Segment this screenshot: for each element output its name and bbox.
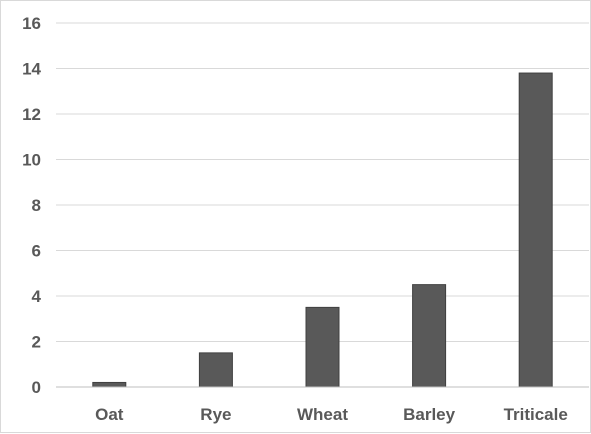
gridlines (56, 22, 589, 342)
bar-triticale (518, 72, 553, 388)
y-tick-label: 16 (22, 14, 41, 33)
x-axis-tick-labels: Oat Rye Wheat Barley Triticale (95, 405, 568, 424)
x-tick-label: Triticale (504, 405, 568, 424)
y-axis-tick-labels: 0 2 4 6 8 10 12 14 16 (22, 14, 41, 397)
y-tick-label: 14 (22, 60, 41, 79)
y-tick-label: 8 (32, 196, 41, 215)
y-tick-label: 2 (32, 333, 41, 352)
bar-oat (92, 381, 127, 388)
bars (92, 72, 553, 388)
x-tick-label: Oat (95, 405, 124, 424)
x-tick-label: Wheat (297, 405, 348, 424)
bar-rye (198, 352, 233, 388)
y-tick-label: 10 (22, 151, 41, 170)
x-tick-label: Rye (200, 405, 231, 424)
y-tick-label: 4 (32, 287, 42, 306)
bar-barley (412, 284, 447, 388)
y-tick-label: 0 (32, 378, 41, 397)
x-tick-label: Barley (403, 405, 456, 424)
y-tick-label: 12 (22, 105, 41, 124)
y-tick-label: 6 (32, 242, 41, 261)
bar-wheat (305, 306, 340, 388)
